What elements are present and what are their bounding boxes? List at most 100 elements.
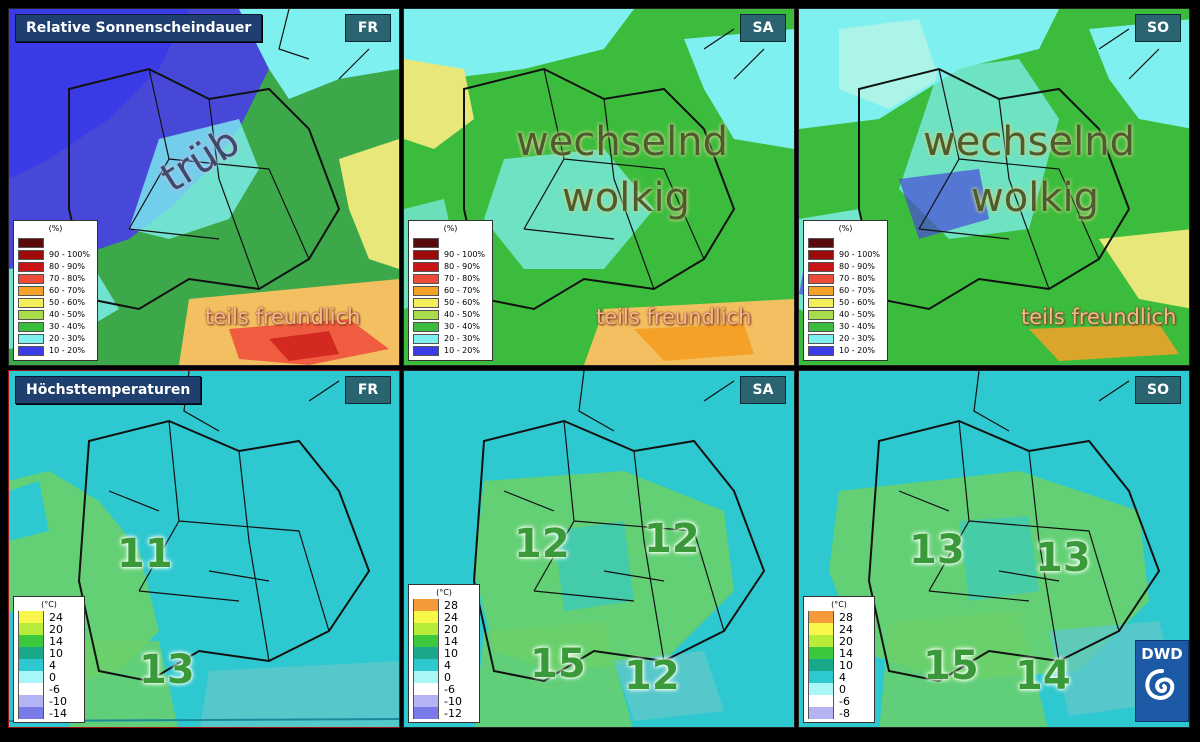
legend-rows: 28 24 20 14 10 4 0 -6 -10 -12 <box>413 598 475 720</box>
sunshine-map-fr: Relative Sonnenscheindauer FR trüb teils… <box>8 8 400 366</box>
legend-label: 0 <box>49 670 56 684</box>
legend-row: 60 - 70% <box>808 285 883 296</box>
legend-swatch <box>413 261 439 272</box>
legend-label: 70 - 80% <box>49 274 85 283</box>
legend-label: 30 - 40% <box>49 322 85 331</box>
legend-row: 14 <box>18 634 80 648</box>
legend-label: 50 - 60% <box>444 298 480 307</box>
legend-label: 90 - 100% <box>839 250 881 259</box>
legend-swatch <box>413 333 439 344</box>
legend-label: 0 <box>839 682 846 696</box>
legend-label: -6 <box>444 682 455 696</box>
legend-swatch <box>413 309 439 320</box>
legend-row: 60 - 70% <box>18 285 93 296</box>
legend-label: 28 <box>839 610 853 624</box>
legend-row: 24 <box>18 611 80 624</box>
legend-row: 24 <box>413 611 475 624</box>
legend-label: 50 - 60% <box>839 298 875 307</box>
legend-swatch <box>808 273 834 284</box>
legend-unit: (°C) <box>436 588 452 597</box>
legend-swatch <box>413 671 439 683</box>
legend-label: -8 <box>839 706 850 720</box>
legend-row: 20 - 30% <box>18 333 93 344</box>
legend-label: -10 <box>444 694 462 708</box>
sunshine-map-so: SO wechselnd wolkig teils freundlich (%)… <box>798 8 1190 366</box>
legend-row: -6 <box>413 682 475 696</box>
legend-label: 80 - 90% <box>49 262 85 271</box>
legend-label: 20 <box>839 634 853 648</box>
legend-swatch <box>413 635 439 647</box>
legend-label: 4 <box>839 670 846 684</box>
legend-swatch <box>808 611 834 623</box>
legend-row: 50 - 60% <box>18 297 93 308</box>
legend-swatch <box>413 707 439 719</box>
dwd-logo-text: DWD <box>1141 645 1183 663</box>
legend-row: 20 <box>808 634 870 648</box>
legend-label: 10 - 20% <box>839 346 875 355</box>
legend-row: 20 - 30% <box>808 333 883 344</box>
legend-label: 14 <box>49 634 63 648</box>
legend-swatch <box>18 345 44 356</box>
legend-row: 90 - 100% <box>413 249 488 260</box>
legend-row: 70 - 80% <box>808 273 883 284</box>
legend-swatch <box>808 683 834 695</box>
legend-rows: 90 - 100% 80 - 90% 70 - 80% 60 - 70% 50 - 60… <box>808 237 883 356</box>
legend-swatch <box>808 695 834 707</box>
legend-label: -6 <box>49 682 60 696</box>
legend-label: -12 <box>444 706 462 720</box>
temperature-map-so-graphic <box>799 371 1189 727</box>
sunshine-map-fr-graphic <box>9 9 399 365</box>
legend-rows: 90 - 100% 80 - 90% 70 - 80% 60 - 70% 50 - 60… <box>18 237 93 356</box>
sunshine-map-sa: SA wechselnd wolkig teils freundlich (%)… <box>403 8 795 366</box>
day-label-sa: SA <box>740 376 786 404</box>
legend-row: -10 <box>413 694 475 708</box>
legend-label: -14 <box>49 706 67 720</box>
legend-unit: (%) <box>443 224 458 233</box>
legend-swatch <box>18 683 44 695</box>
legend-swatch <box>413 237 439 248</box>
legend-row: -12 <box>413 706 475 720</box>
dwd-logo: DWD <box>1135 640 1189 722</box>
legend-swatch <box>413 249 439 260</box>
legend-label: 20 - 30% <box>839 334 875 343</box>
legend-swatch <box>808 647 834 659</box>
legend-swatch <box>18 635 44 647</box>
legend-row: 80 - 90% <box>18 261 93 272</box>
legend-swatch <box>808 237 834 248</box>
day-label-so: SO <box>1135 14 1181 42</box>
legend-row: 4 <box>413 659 475 672</box>
legend-row: 50 - 60% <box>808 297 883 308</box>
legend-swatch <box>808 623 834 635</box>
legend-row: 40 - 50% <box>413 309 488 320</box>
legend-unit: (°C) <box>831 600 847 609</box>
legend-row: 10 <box>18 647 80 660</box>
legend-row: 90 - 100% <box>808 249 883 260</box>
sunshine-legend: (%) 90 - 100% 80 - 90% 70 - 80% 60 - 70% 50 … <box>803 220 888 361</box>
legend-swatch <box>808 297 834 308</box>
legend-unit: (%) <box>48 224 63 233</box>
legend-label: 60 - 70% <box>839 286 875 295</box>
legend-swatch <box>413 647 439 659</box>
legend-label: 14 <box>839 646 853 660</box>
legend-row: 4 <box>808 670 870 684</box>
legend-swatch <box>808 635 834 647</box>
legend-swatch <box>808 309 834 320</box>
legend-row: 20 <box>18 622 80 636</box>
legend-row: 30 - 40% <box>413 321 488 332</box>
legend-row: 10 <box>413 646 475 660</box>
legend-label: 28 <box>444 598 458 612</box>
legend-row: 40 - 50% <box>808 309 883 320</box>
legend-row: 0 <box>18 670 80 684</box>
legend-row: 28 <box>413 598 475 612</box>
legend-unit: (%) <box>838 224 853 233</box>
day-label-fr: FR <box>345 14 391 42</box>
legend-row: 4 <box>18 659 80 672</box>
legend-swatch <box>413 297 439 308</box>
legend-swatch <box>18 647 44 659</box>
legend-swatch <box>413 659 439 671</box>
legend-label: 10 <box>444 646 458 660</box>
legend-label: 20 <box>49 622 63 636</box>
legend-label: 20 - 30% <box>444 334 480 343</box>
legend-swatch <box>413 623 439 635</box>
